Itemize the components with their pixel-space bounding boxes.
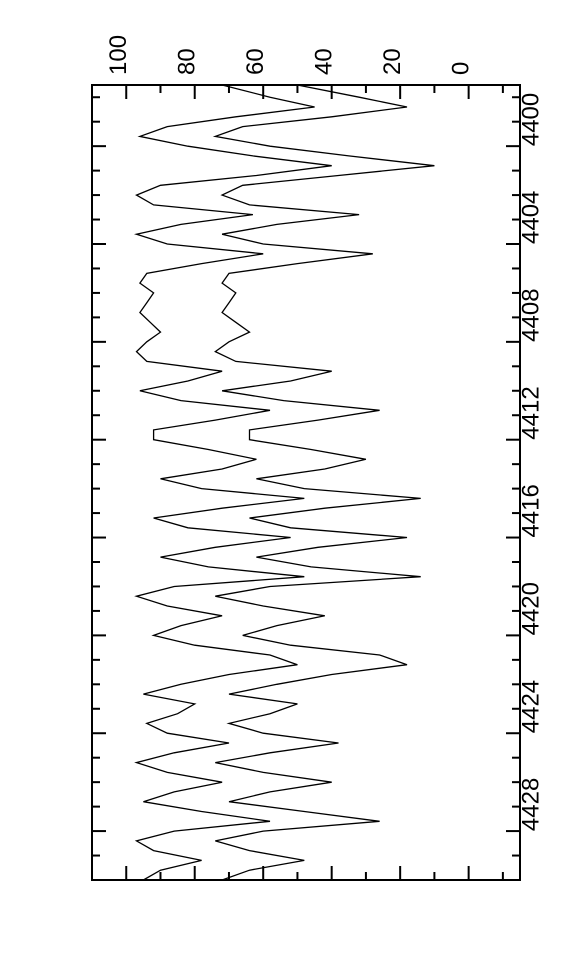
x-tick-label: 4408 — [517, 288, 544, 341]
x-tick-label: 4412 — [517, 386, 544, 439]
y-tick-label: 60 — [242, 48, 269, 75]
series-upper_spectrum — [137, 85, 332, 880]
chart-svg: 0 20 40 60 80 100 4400 4404 4408 4412 4416 4420 4424… — [0, 0, 582, 965]
x-tick-label: 4420 — [517, 582, 544, 635]
y-tick-label: 20 — [379, 48, 406, 75]
y-tick-label: 100 — [105, 35, 132, 75]
y-tick-label: 0 — [448, 62, 475, 75]
spectrum-chart: 0 20 40 60 80 100 4400 4404 4408 4412 4416 4420 4424… — [0, 0, 582, 965]
series-lower_spectrum — [215, 85, 434, 880]
y-tick-label: 80 — [174, 48, 201, 75]
x-tick-label: 4424 — [517, 680, 544, 733]
x-tick-label: 4428 — [517, 778, 544, 831]
x-tick-label: 4404 — [517, 191, 544, 244]
x-tick-label: 4400 — [517, 93, 544, 146]
x-tick-label: 4416 — [517, 484, 544, 537]
y-tick-label: 40 — [311, 48, 338, 75]
